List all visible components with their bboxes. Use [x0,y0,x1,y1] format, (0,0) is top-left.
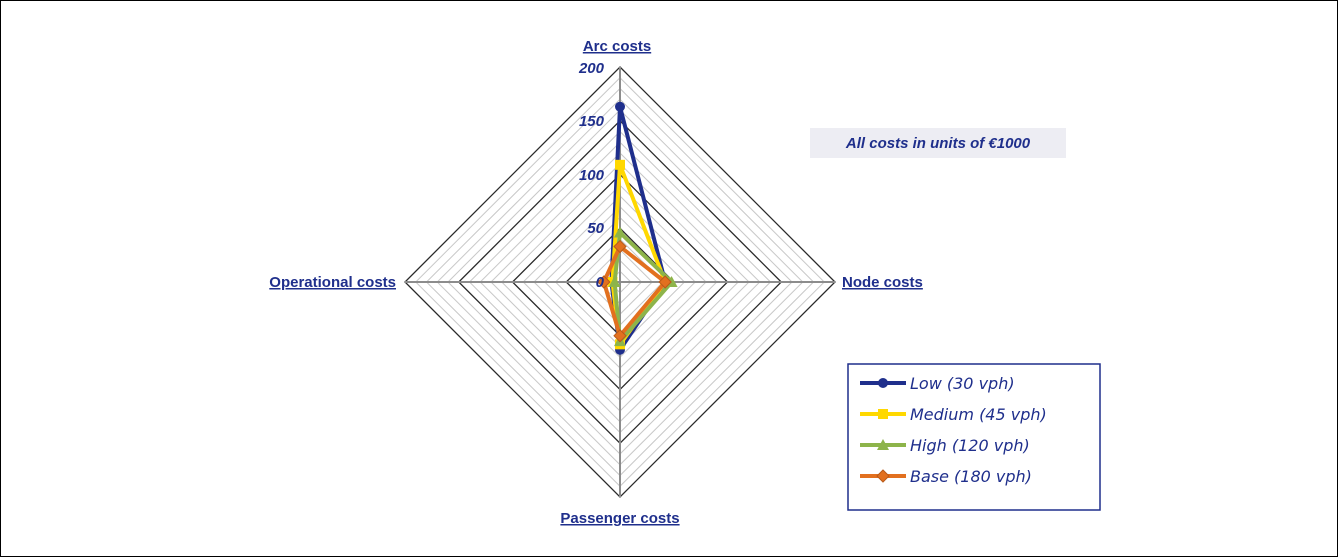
legend-marker [877,439,889,450]
legend-item-1: Medium (45 vph) [860,405,1047,424]
legend-label: High (120 vph) [910,436,1030,455]
legend-item-0: Low (30 vph) [860,374,1015,393]
legend-item-3: Base (180 vph) [860,467,1032,486]
legend-item-2: High (120 vph) [860,436,1030,455]
axis-label-passenger-costs: Passenger costs [560,510,679,527]
legend-label: Medium (45 vph) [910,405,1047,424]
legend-marker [878,378,888,388]
legend-box [847,363,1101,511]
legend-label: Base (180 vph) [910,467,1032,486]
legend-marker [876,469,890,483]
data-point-3-1 [658,275,672,289]
data-point-2-0 [614,226,626,238]
data-point-3-3 [597,275,611,289]
series-3 [597,239,672,343]
axis-label-node-costs: Node costs [842,274,923,291]
legend: Low (30 vph) Medium (45 vph) High (120 vph… [847,363,1101,511]
tick-label-100: 100 [579,167,605,184]
annotation-text: All costs in units of €1000 [845,135,1031,152]
data-point-3-0 [613,239,627,254]
axis-label-arc-costs: Arc costs [583,38,651,55]
tick-labels: 0 50 100 150 200 [578,60,605,291]
data-point-3-2 [613,329,627,343]
data-point-2-3 [608,276,621,287]
tick-label-150: 150 [579,113,605,130]
annotation-box: All costs in units of €1000 [810,128,1066,158]
legend-marker [878,409,888,419]
tick-label-200: 200 [578,60,605,77]
tick-label-50: 50 [587,220,604,237]
tick-label-0: 0 [596,274,605,291]
data-point-1-0 [615,159,625,170]
series-layer [597,101,678,355]
legend-label: Low (30 vph) [910,374,1015,393]
axis-label-operational-costs: Operational costs [269,274,396,291]
data-point-0-0 [615,101,625,112]
